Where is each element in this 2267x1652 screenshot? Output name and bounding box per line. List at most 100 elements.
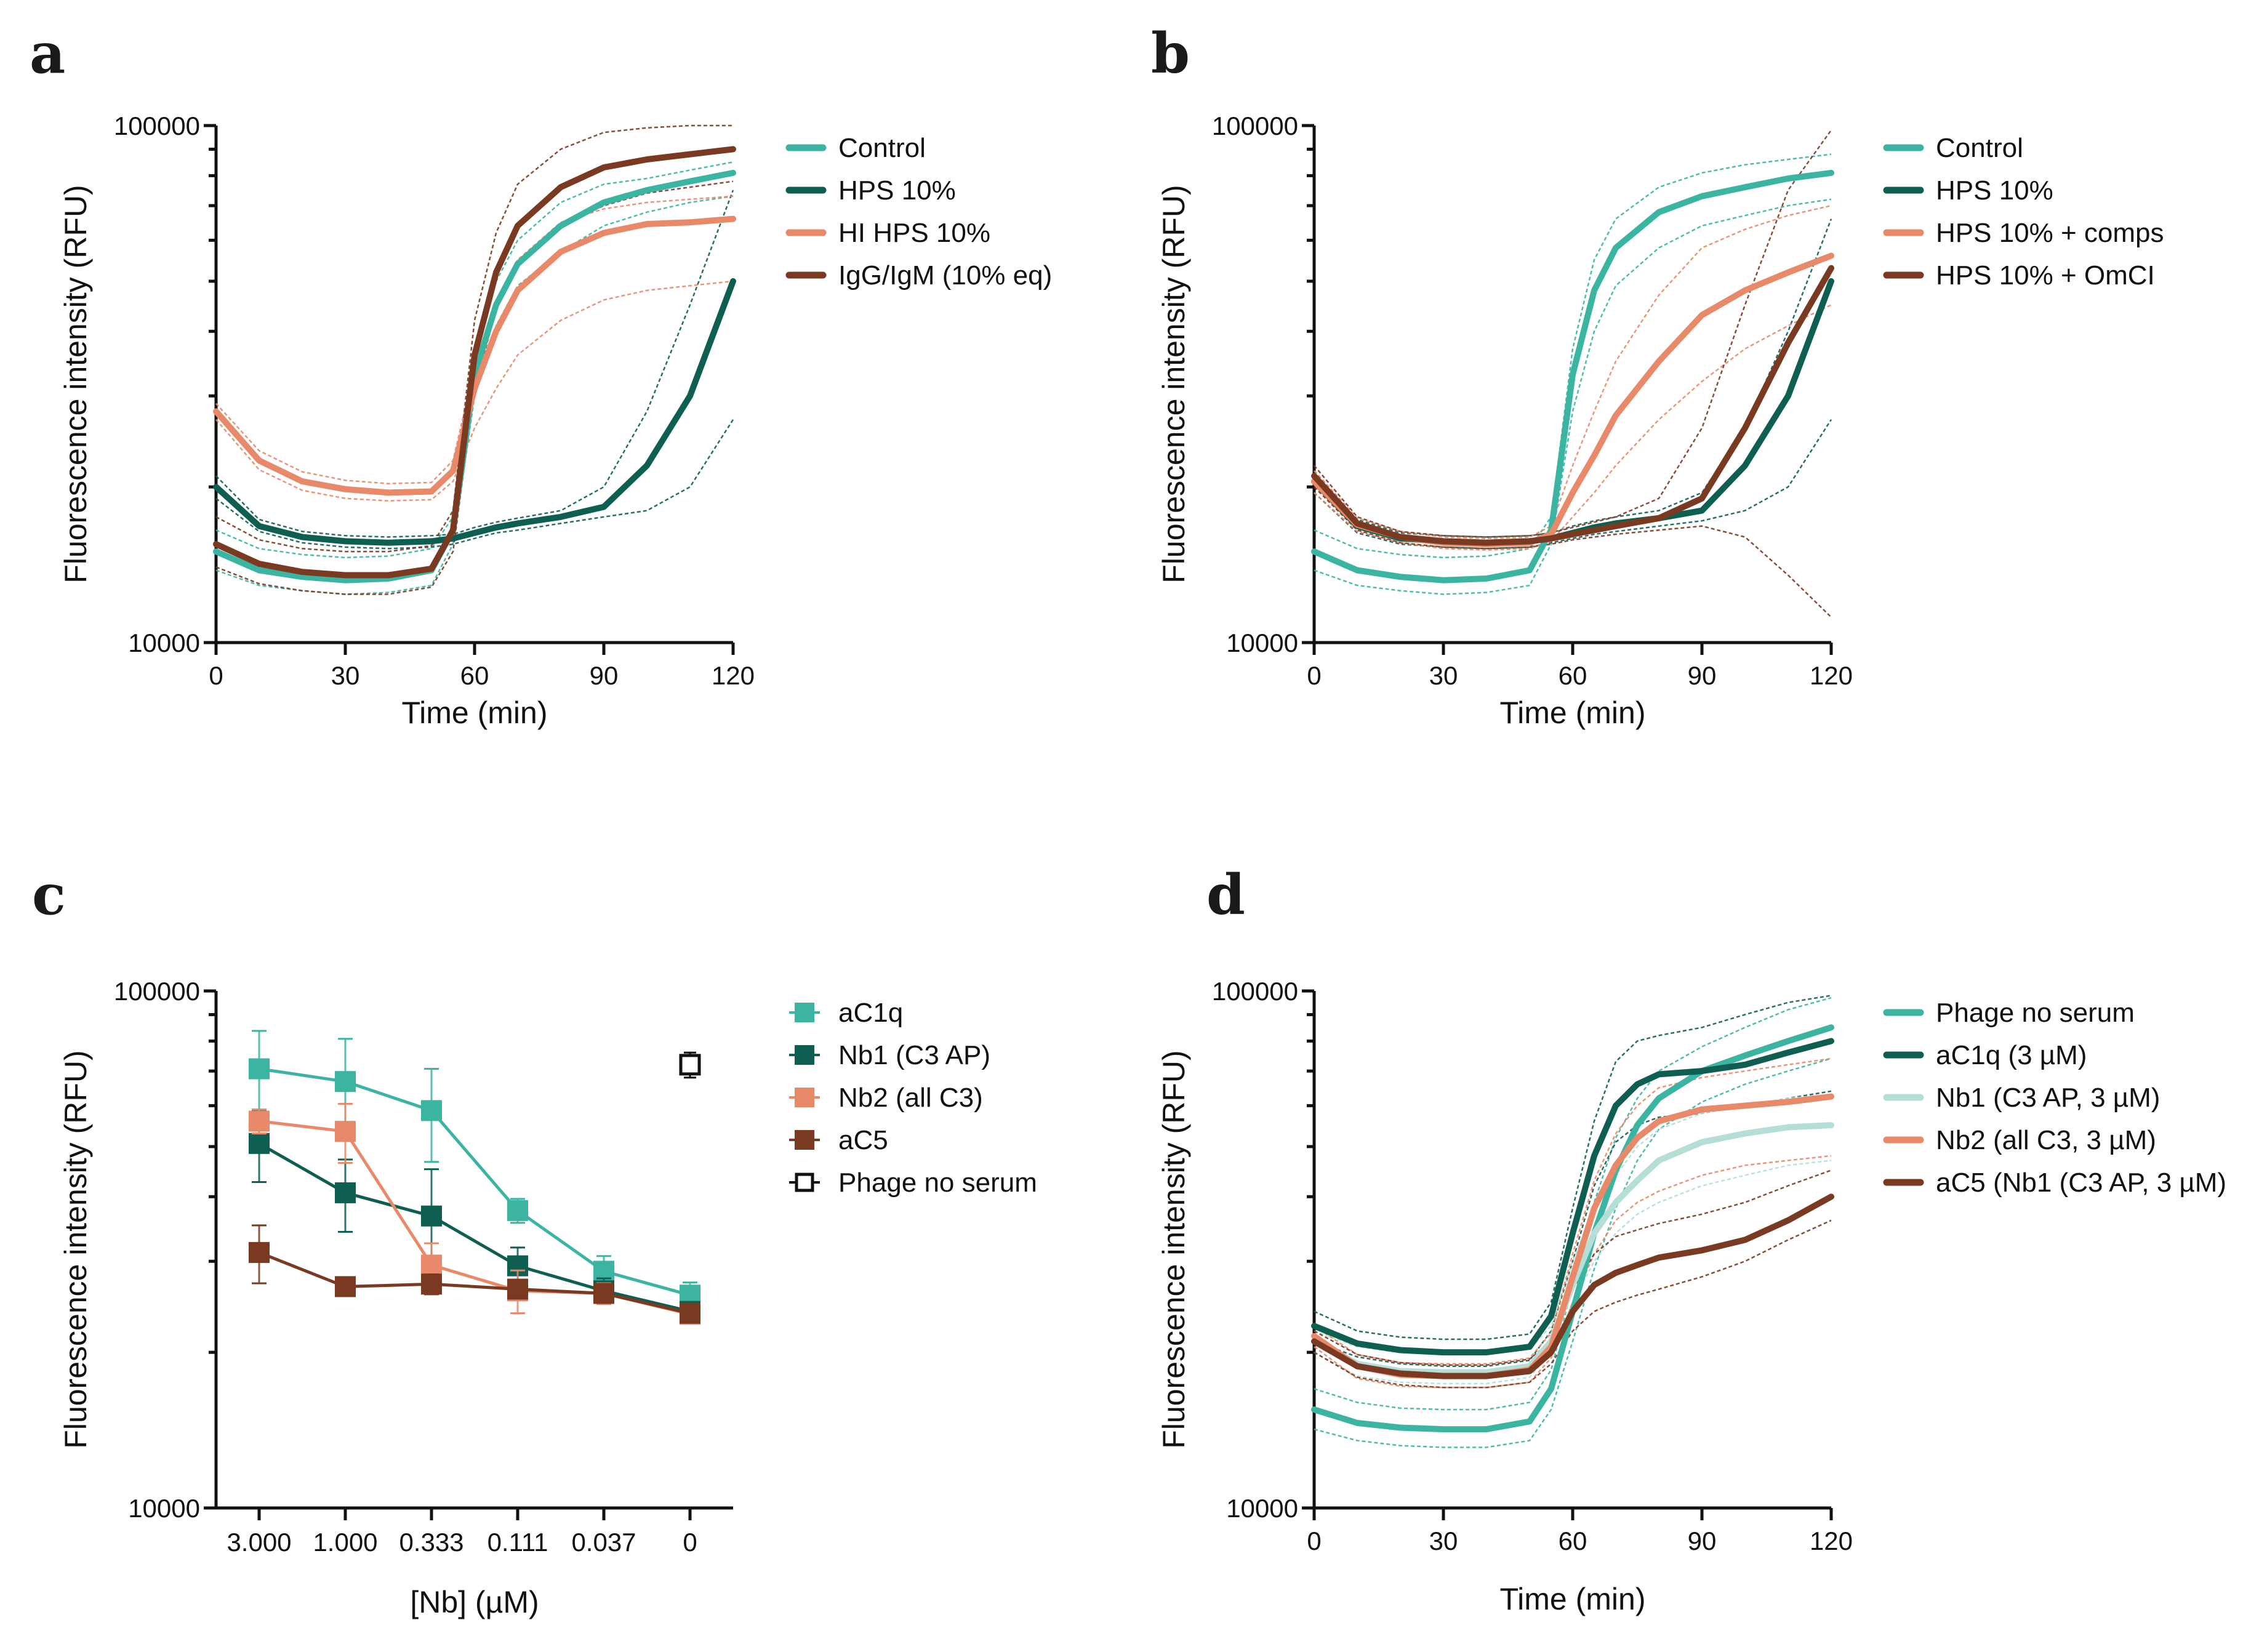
x-tick-label: 30: [331, 661, 360, 690]
legend-swatch-open-square: [795, 1173, 814, 1192]
legend-label: aC1q (3 µM): [1936, 1040, 2087, 1070]
series-line-1: [1311, 1038, 1834, 1356]
legend-label: aC5: [838, 1125, 888, 1155]
x-axis-title: Time (min): [1499, 696, 1645, 730]
legend-label: Phage no serum: [838, 1168, 1037, 1198]
x-axis-title: [Nb] (µM): [410, 1585, 539, 1619]
y-axis-title: Fluorescence intensity (RFU): [1157, 1050, 1191, 1448]
y-axis-title: Fluorescence intensity (RFU): [58, 185, 93, 583]
x-tick-label: 120: [1810, 661, 1853, 690]
y-tick-label: 10000: [128, 1494, 200, 1523]
legend-label: IgG/IgM (10% eq): [838, 260, 1052, 291]
data-point-2: [421, 1254, 442, 1276]
y-tick-label: 100000: [114, 977, 200, 1006]
series-line-0: [1311, 1024, 1834, 1433]
series-line-1: [258, 1142, 691, 1313]
x-axis-title: Time (min): [1499, 1582, 1645, 1616]
data-point-3: [249, 1241, 270, 1263]
legend-swatch-square: [795, 1088, 814, 1107]
legend-swatch-square: [795, 1130, 814, 1150]
panel-a-plot: 10000 100000 Fluorescence intensity (RFU) 0…: [58, 111, 1052, 730]
series-3-upper-bound: [1314, 1057, 1832, 1365]
series-2-lower-bound: [215, 280, 734, 502]
legend-label: HPS 10% + OmCI: [1936, 260, 2155, 291]
legend-label: Nb1 (C3 AP): [838, 1040, 990, 1070]
data-point-2: [249, 1110, 270, 1132]
series-line-3: [259, 1251, 691, 1315]
series-2-upper-bound: [1314, 204, 1832, 540]
data-point-1: [249, 1133, 270, 1154]
data-point-phage-open-square: [679, 1054, 701, 1076]
data-point-3: [593, 1283, 614, 1304]
y-axis-title: Fluorescence intensity (RFU): [1157, 185, 1191, 583]
legend: aC1q Nb1 (C3 AP) Nb2 (all C3) aC5 Phage no s…: [789, 998, 1037, 1198]
x-tick-label: 30: [1429, 1526, 1458, 1555]
data-point-3: [680, 1302, 700, 1324]
series-line-3: [1311, 265, 1834, 546]
legend: Control HPS 10% HI HPS 10% IgG/IgM (10% eq): [785, 133, 1052, 291]
x-tick-label: 60: [460, 661, 489, 690]
panel-b: b 10000 100000 Fluorescence intensity (RFU…: [1151, 21, 2164, 730]
series-3-upper-bound: [215, 124, 733, 553]
series-0-lower-bound: [1314, 198, 1832, 595]
x-tick-label: 0.037: [571, 1528, 636, 1557]
series-line-2: [213, 215, 736, 496]
legend-swatch-square: [795, 1003, 814, 1022]
x-tick-label: 120: [1810, 1526, 1853, 1555]
legend-label: aC1q: [838, 998, 903, 1028]
x-axis-title: Time (min): [401, 696, 547, 730]
data-point-3: [335, 1276, 356, 1297]
data-point-1: [421, 1205, 442, 1227]
y-tick-label: 100000: [1212, 977, 1298, 1006]
x-tick-label: 0.111: [488, 1528, 548, 1557]
panel-c: c 10000 100000 Fluorescence intensity (RFU…: [32, 862, 1037, 1619]
y-axis-title: Fluorescence intensity (RFU): [58, 1050, 93, 1448]
panel-label-b: b: [1151, 21, 1190, 86]
panel-label-c: c: [32, 862, 66, 928]
legend-label: aC5 (Nb1 (C3 AP, 3 µM): [1936, 1168, 2226, 1198]
legend-label: Phage no serum: [1936, 998, 2135, 1028]
x-tick-label: 30: [1429, 661, 1458, 690]
legend-label: Control: [838, 133, 926, 163]
legend-swatch-square: [795, 1045, 814, 1065]
axes: 10000 100000 Fluorescence intensity (RFU) 3…: [58, 977, 733, 1619]
x-tick-label: 0: [1307, 1526, 1321, 1555]
series-line-4: [1311, 1193, 1834, 1379]
x-tick-label: 3.000: [227, 1528, 291, 1557]
series-4-lower-bound: [1314, 1219, 1832, 1389]
series-3-upper-bound: [1314, 129, 1832, 538]
series-1-upper-bound: [1314, 995, 1832, 1341]
y-tick-label: 10000: [1226, 628, 1298, 657]
x-tick-label: 0: [1307, 661, 1321, 690]
y-tick-label: 10000: [128, 628, 200, 657]
data-point-0: [421, 1100, 442, 1121]
legend: Phage no serum aC1q (3 µM) Nb1 (C3 AP, 3 µ…: [1883, 998, 2226, 1198]
data-point-2: [335, 1121, 356, 1142]
x-tick-label: 0: [209, 661, 223, 690]
y-tick-label: 100000: [114, 111, 200, 140]
series-2-upper-bound: [215, 195, 734, 484]
legend-label: HPS 10%: [838, 175, 956, 206]
series-1-upper-bound: [215, 190, 734, 538]
data-point-1: [335, 1182, 356, 1203]
series-1-lower-bound: [1314, 1090, 1832, 1367]
x-tick-label: 90: [590, 661, 619, 690]
panel-b-plot: 10000 100000 Fluorescence intensity (RFU) 0…: [1157, 111, 2164, 730]
x-tick-label: 1.000: [313, 1528, 377, 1557]
axes: 10000 100000 Fluorescence intensity (RFU) 0…: [58, 111, 755, 730]
axes: 10000 100000 Fluorescence intensity (RFU) 0…: [1157, 111, 1853, 730]
legend-label: Nb2 (all C3, 3 µM): [1936, 1125, 2156, 1155]
data-point-0: [249, 1058, 270, 1080]
legend-label: HPS 10% + comps: [1936, 218, 2164, 248]
legend-label: Nb2 (all C3): [838, 1083, 983, 1113]
x-tick-label: 90: [1688, 1526, 1717, 1555]
x-tick-label: 0.333: [399, 1528, 463, 1557]
series-line-0: [259, 1067, 691, 1297]
legend-label: Control: [1936, 133, 2023, 163]
panel-label-d: d: [1206, 862, 1245, 928]
legend-label: HI HPS 10%: [838, 218, 990, 248]
y-tick-label: 100000: [1212, 111, 1298, 140]
series-3-lower-bound: [1314, 486, 1832, 618]
